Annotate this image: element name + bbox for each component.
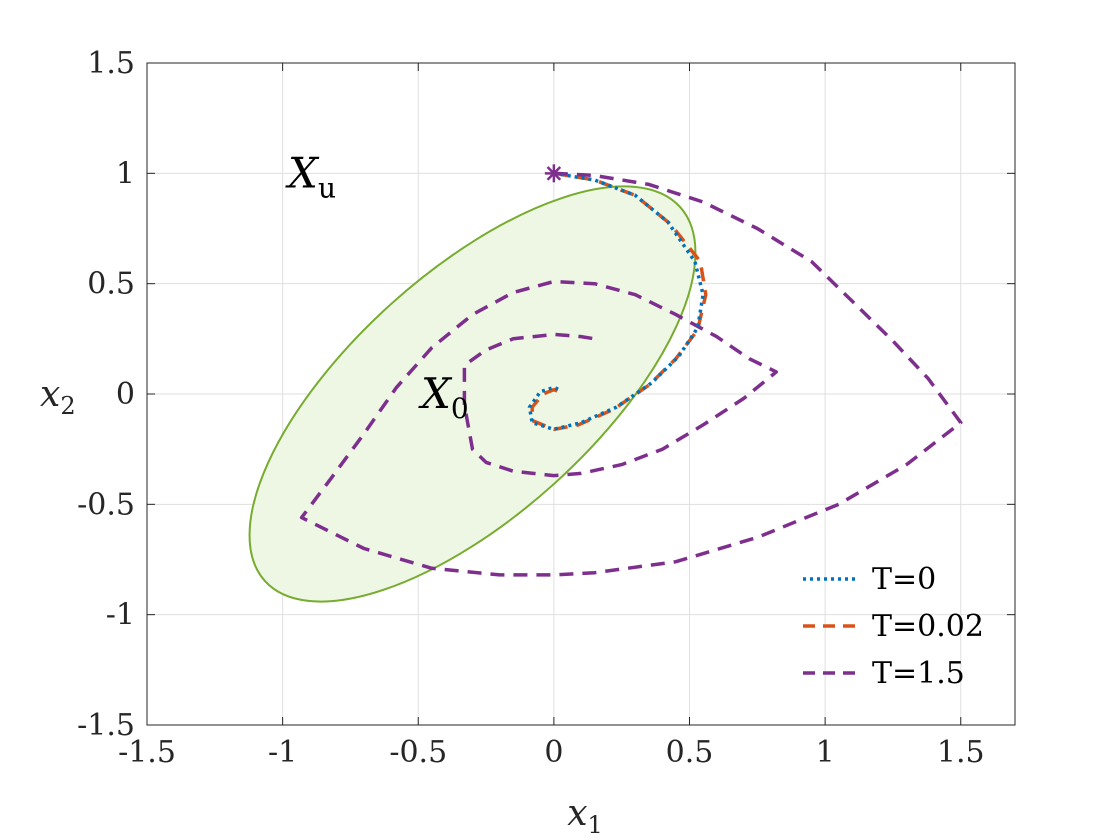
legend-label-2: T=1.5 bbox=[872, 656, 965, 691]
y-axis-label-sub: 2 bbox=[60, 392, 75, 420]
x-tick-label-1: -1 bbox=[268, 735, 297, 770]
x-axis-label: x1 bbox=[567, 793, 603, 839]
y-tick-label-5: 1 bbox=[116, 156, 135, 191]
annotation-0-main: X bbox=[285, 148, 320, 197]
y-tick-label-6: 1.5 bbox=[87, 46, 135, 81]
x-tick-label-3: 0 bbox=[544, 735, 563, 770]
series-line-2 bbox=[299, 171, 963, 577]
y-tick-label-0: -1.5 bbox=[77, 708, 135, 743]
y-axis-label-main: x bbox=[40, 374, 60, 415]
annotation-1-main: X bbox=[418, 369, 453, 418]
x-tick-label-5: 1 bbox=[816, 735, 835, 770]
legend-label-1: T=0.02 bbox=[872, 609, 984, 644]
marker-layer bbox=[544, 164, 563, 183]
y-tick-label-4: 0.5 bbox=[87, 267, 135, 302]
x-tick-label-6: 1.5 bbox=[937, 735, 985, 770]
legend-label-0: T=0 bbox=[872, 562, 936, 597]
region-layer bbox=[248, 185, 697, 603]
x0-region-ellipse bbox=[248, 185, 697, 603]
legend: T=0 T=0.02 T=1.5 bbox=[803, 562, 984, 691]
series-line-0 bbox=[527, 171, 705, 432]
annotation-1-sub: 0 bbox=[451, 392, 469, 425]
series-line-1 bbox=[530, 171, 708, 432]
y-tick-label-1: -1 bbox=[106, 598, 135, 633]
x-tick-label-0: -1.5 bbox=[118, 735, 176, 770]
asterisk-stroke bbox=[546, 166, 562, 181]
asterisk-marker bbox=[544, 164, 563, 183]
tick-layer: -1.5 -1 -0.5 0 0.5 1 1.5 -1.5 -1 -0.5 0 0.5 1 1.5 bbox=[77, 46, 1015, 770]
x-axis-label-main: x bbox=[567, 793, 587, 834]
annotation-0: Xu bbox=[285, 148, 336, 204]
annotation-1: X0 bbox=[418, 369, 469, 425]
y-tick-label-3: 0 bbox=[116, 377, 135, 412]
x-tick-label-2: -0.5 bbox=[389, 735, 447, 770]
x-axis-label-sub: 1 bbox=[588, 811, 603, 839]
y-tick-label-2: -0.5 bbox=[77, 487, 135, 522]
x-tick-label-4: 0.5 bbox=[666, 735, 714, 770]
y-axis-label: x2 bbox=[40, 374, 76, 420]
annotation-0-sub: u bbox=[318, 171, 336, 204]
series-layer bbox=[299, 171, 963, 577]
